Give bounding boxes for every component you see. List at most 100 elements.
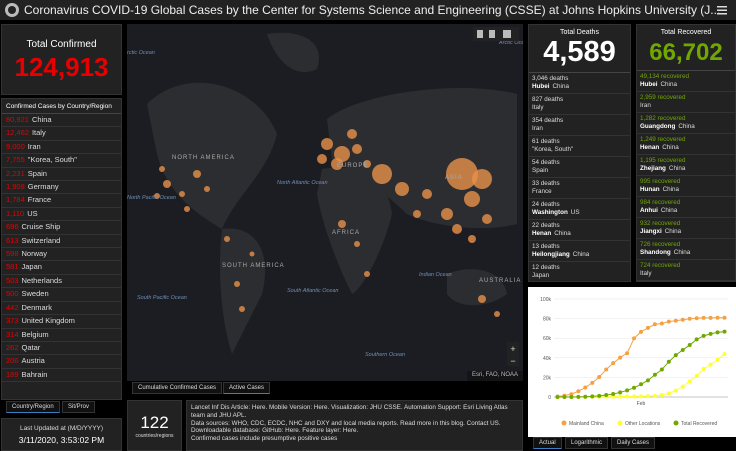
data-point (666, 359, 671, 364)
countries-box: 122 countries/regions (127, 400, 182, 451)
list-row: 206 Austria (2, 355, 121, 369)
item-count: 33 deaths (532, 180, 560, 187)
data-point (715, 357, 720, 362)
tab[interactable]: Cumulative Confirmed Cases (132, 382, 223, 394)
ocean-label: rctic Ocean (127, 50, 155, 56)
data-point (632, 394, 637, 399)
item-country: China (662, 186, 680, 193)
item-place: Italy (640, 270, 732, 278)
item-place: Shandong China (640, 249, 732, 257)
tab[interactable]: Actual (533, 437, 562, 449)
item-count: 2,959 recovered (640, 94, 686, 101)
recovered-box: Total Recovered 66,702 49,134 recovered H… (636, 24, 736, 282)
info-line: Data sources: WHO, CDC, ECDC, NHC and DX… (191, 419, 501, 427)
item-count: 13 deaths (532, 243, 560, 250)
data-point (576, 394, 581, 399)
tab[interactable]: Logarithmic (565, 437, 609, 449)
countries-label: countries/regions (135, 433, 174, 439)
item-region: Heilongjiang (532, 251, 570, 258)
item-country: China (673, 249, 691, 256)
country-name: Cruise Ship (21, 222, 61, 232)
list-item: 932 recovered Jiangxi China (637, 218, 735, 239)
item-count: 932 recovered (640, 220, 681, 227)
data-point (639, 382, 643, 387)
list-item: 13 deaths Heilongjiang China (529, 241, 630, 262)
ocean-label: Arctic Ocean (498, 40, 523, 46)
list-item: 22 deaths Henan China (529, 220, 630, 241)
item-region: Hunan (640, 186, 660, 193)
data-point (590, 394, 595, 399)
item-place: Anhui China (640, 207, 732, 215)
legend-swatch (673, 420, 679, 426)
list-row: 7,755 "Korea, South" (2, 154, 121, 168)
ocean-label: South Atlantic Ocean (287, 288, 338, 294)
list-row: 696 Cruise Ship (2, 221, 121, 235)
data-point (715, 315, 720, 320)
item-place: Henan China (532, 230, 627, 238)
header: Coronavirus COVID-19 Global Cases by the… (0, 0, 736, 20)
item-place: Spain (532, 167, 627, 175)
item-count: 995 recovered (640, 178, 681, 185)
confirmed-box: Total Confirmed 124,913 (1, 24, 122, 95)
logo (5, 3, 19, 17)
item-country: Italy (640, 270, 652, 277)
list-item: 1,282 recovered Guangdong China (637, 113, 735, 134)
tab[interactable]: Country/Region (6, 401, 60, 413)
series-line (557, 331, 725, 398)
data-point (645, 378, 650, 383)
data-point (632, 385, 637, 390)
item-country: Iran (640, 102, 651, 109)
item-place: Washington US (532, 209, 627, 217)
tab[interactable]: Sit/Prov (62, 401, 96, 413)
ocean-label: North Atlantic Ocean (277, 180, 328, 186)
case-count: 613 (6, 235, 19, 245)
item-country: China (660, 207, 678, 214)
data-point (687, 379, 692, 384)
item-country: China (552, 83, 569, 90)
item-count: 61 deaths (532, 138, 560, 145)
data-point (659, 392, 664, 397)
data-point (666, 319, 671, 324)
item-country: Japan (532, 272, 550, 279)
continent-label: SOUTH AMERICA (222, 263, 285, 269)
data-point (583, 394, 588, 399)
menu-icon[interactable] (716, 4, 728, 16)
case-count: 7,755 (6, 155, 25, 165)
continent-label: AFRICA (332, 230, 360, 236)
item-region: Jiangxi (640, 228, 662, 235)
data-point (673, 353, 678, 358)
ocean-label: Southern Ocean (365, 352, 405, 358)
list-row: 314 Belgium (2, 329, 121, 342)
case-count: 373 (6, 316, 19, 326)
list-row: 12,462 Italy (2, 127, 121, 141)
list-row: 581 Japan (2, 261, 121, 275)
country-name: Bahrain (21, 369, 48, 379)
item-place: Italy (532, 104, 627, 112)
list-item: 354 deaths Iran (529, 115, 630, 136)
item-count: 984 recovered (640, 199, 681, 206)
item-country: China (678, 123, 695, 130)
case-count: 189 (6, 369, 19, 379)
item-country: US (570, 209, 580, 216)
y-tick-label: 80k (543, 317, 552, 323)
item-country: China (662, 144, 679, 151)
data-point (618, 390, 623, 395)
data-point (701, 366, 706, 371)
item-region: Hubei (532, 83, 550, 90)
item-count: 12 deaths (532, 264, 560, 271)
tab[interactable]: Daily Cases (611, 437, 656, 449)
item-place: Hubei China (532, 83, 627, 91)
updated-box: Last Updated at (M/D/YYYY) 3/11/2020, 3:… (1, 418, 122, 451)
case-count: 314 (6, 329, 19, 339)
tab[interactable]: Active Cases (223, 382, 271, 394)
country-name: Belgium (21, 329, 49, 339)
item-region: Anhui (640, 207, 658, 214)
item-count: 1,249 recovered (640, 136, 686, 143)
item-country: China (572, 251, 590, 258)
continent-label: NORTH AMERICA (172, 155, 235, 161)
list-item: 726 recovered Shandong China (637, 239, 735, 260)
countries-value: 122 (140, 413, 169, 432)
data-point (701, 315, 706, 320)
country-name: Netherlands (21, 275, 62, 285)
info-line: Confirmed cases include presumptive posi… (191, 435, 338, 443)
